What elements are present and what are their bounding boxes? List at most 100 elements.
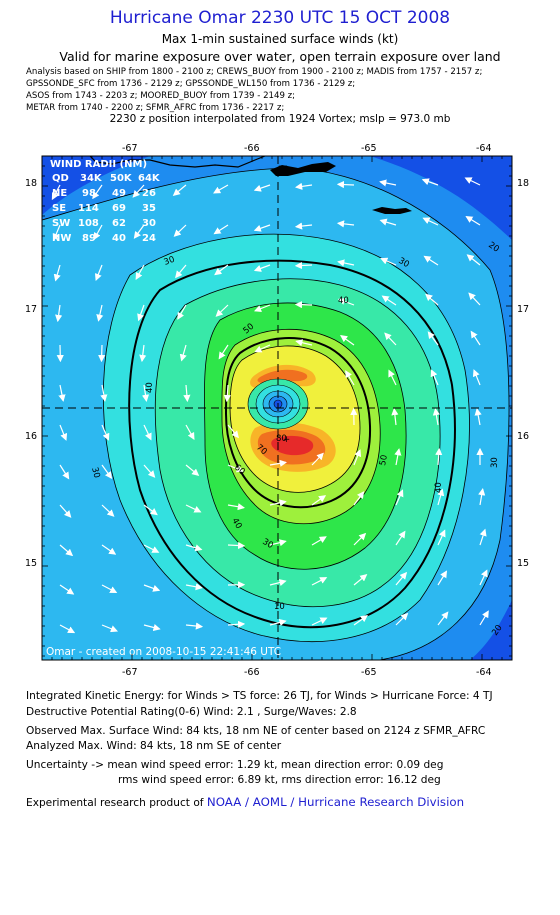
lon-tick-label: -67 bbox=[122, 143, 138, 154]
contour-line-34kt bbox=[128, 259, 456, 629]
wind-vector-arrow bbox=[253, 264, 271, 272]
wind-vector-arrow bbox=[337, 298, 355, 306]
lat-tick-label: 16 bbox=[517, 431, 529, 442]
wind-vector-arrow bbox=[227, 620, 246, 628]
wind-vectors bbox=[51, 177, 489, 634]
wind-vector-arrow bbox=[59, 624, 76, 634]
wind-vector-arrow bbox=[59, 424, 68, 441]
wind-vector-arrow bbox=[185, 583, 203, 591]
wind-radii-cell: 114 bbox=[78, 203, 99, 214]
wind-vector-arrow bbox=[214, 264, 229, 276]
wind-radii-row-se: SE 114 69 35 bbox=[52, 203, 156, 214]
wind-vector-arrow bbox=[311, 452, 324, 466]
lon-ticks-top: -67 -66 -65 -64 bbox=[122, 143, 492, 154]
wind-vector-arrow bbox=[425, 293, 439, 306]
wind-radii-cell: 24 bbox=[142, 233, 156, 244]
lon-tick-label: -64 bbox=[476, 667, 492, 678]
wind-vector-arrow bbox=[395, 612, 409, 626]
contour-label: 10 bbox=[274, 602, 285, 612]
wind-vector-arrow bbox=[464, 177, 481, 186]
wind-vector-arrow bbox=[218, 344, 229, 360]
wind-vector-arrow bbox=[93, 224, 103, 241]
source-line-4: METAR from 1740 - 2200 z; SFMR_AFRC from… bbox=[26, 103, 285, 113]
wind-vector-arrow bbox=[394, 448, 402, 466]
contour-line-50kt bbox=[204, 302, 407, 570]
lon-tick-label: -65 bbox=[361, 143, 377, 154]
wind-vector-arrow bbox=[58, 384, 66, 402]
wind-vector-arrow bbox=[353, 574, 368, 586]
wind-vector-arrow bbox=[143, 624, 161, 631]
source-line-1: Analysis based on SHIP from 1800 - 2100 … bbox=[26, 67, 483, 77]
contour-label: 30 bbox=[89, 466, 101, 479]
contour-line-60kt bbox=[221, 328, 381, 525]
wind-vector-arrow bbox=[59, 464, 70, 480]
lon-tick-label: -65 bbox=[361, 667, 377, 678]
lon-tick-label: -66 bbox=[244, 667, 260, 678]
wind-vector-arrow bbox=[381, 295, 397, 306]
wind-vector-arrow bbox=[311, 577, 328, 586]
lat-tick-label: 17 bbox=[517, 304, 529, 315]
contour-line-30kt bbox=[102, 233, 470, 643]
wind-vector-arrow bbox=[132, 184, 145, 198]
source-line-3: ASOS from 1743 - 2203 z; MOORED_BUOY fro… bbox=[26, 91, 296, 101]
wind-vector-arrow bbox=[53, 264, 61, 282]
wind-vector-arrow bbox=[468, 292, 481, 306]
wind-vector-arrow bbox=[395, 571, 408, 586]
wind-vector-arrow bbox=[340, 335, 355, 346]
lat-tick-label: 15 bbox=[25, 558, 37, 569]
wind-vector-arrow bbox=[101, 624, 119, 633]
wind-vector-arrow bbox=[101, 424, 110, 441]
wind-vector-arrow bbox=[227, 464, 244, 473]
wind-vector-arrow bbox=[143, 544, 160, 553]
wind-vector-arrow bbox=[223, 384, 231, 403]
wind-radii-cell: 108 bbox=[78, 218, 99, 229]
wind-vector-arrow bbox=[59, 584, 75, 595]
ike-line: Integrated Kinetic Energy: for Winds > T… bbox=[26, 690, 493, 702]
observed-max-wind: Observed Max. Surface Wind: 84 kts, 18 n… bbox=[26, 725, 486, 737]
wind-vector-arrow bbox=[479, 610, 489, 626]
hrd-link[interactable]: NOAA / AOML / Hurricane Research Divisio… bbox=[206, 795, 465, 809]
wind-vector-arrow bbox=[227, 541, 246, 550]
product-credit: Experimental research product of NOAA / … bbox=[26, 795, 464, 809]
wind-vector-arrow bbox=[432, 408, 440, 426]
wind-radii-header-cell: 34K bbox=[80, 173, 103, 184]
uncertainty-line-2: rms wind speed error: 6.89 kt, rms direc… bbox=[118, 774, 441, 786]
wind-vector-arrow bbox=[435, 447, 443, 466]
map-title: Hurricane Omar 2230 UTC 15 OCT 2008 bbox=[109, 8, 451, 28]
lon-tick-label: -67 bbox=[122, 667, 138, 678]
wind-vector-arrow bbox=[470, 330, 481, 346]
wind-vector-arrow bbox=[177, 304, 187, 320]
wind-vector-arrow bbox=[143, 424, 152, 441]
wind-vector-arrow bbox=[437, 570, 448, 586]
wind-vector-arrow bbox=[92, 184, 103, 200]
wind-vector-arrow bbox=[353, 532, 367, 546]
wind-vector-arrow bbox=[311, 617, 328, 626]
wind-vector-arrow bbox=[311, 495, 327, 506]
lon-tick-label: -64 bbox=[476, 143, 492, 154]
wind-vector-arrow bbox=[479, 569, 488, 586]
wind-vector-arrow bbox=[215, 304, 229, 317]
wind-vector-arrow bbox=[175, 264, 187, 279]
wind-radii-row-nw: NW 89 40 24 bbox=[52, 233, 156, 244]
map-subtitle: Max 1-min sustained surface winds (kt) bbox=[161, 32, 399, 46]
wind-vector-arrow bbox=[294, 222, 313, 230]
contour-label: 30 bbox=[490, 457, 500, 468]
wind-vector-arrow bbox=[269, 539, 287, 547]
wind-vector-arrow bbox=[353, 491, 365, 506]
wind-radii-table: WIND RADII (NM) QD 34K 50K 64K NE 98 49 … bbox=[50, 159, 161, 244]
contour-label: 40 bbox=[145, 382, 155, 393]
wind-vector-arrow bbox=[437, 488, 445, 506]
storm-center-marker: + bbox=[283, 435, 290, 445]
vortex-note: 2230 z position interpolated from 1924 V… bbox=[109, 113, 451, 125]
wind-vector-arrow bbox=[51, 184, 61, 201]
contour-label: 40 bbox=[434, 482, 444, 493]
wind-vector-arrow bbox=[380, 257, 397, 266]
wind-vector-arrow bbox=[479, 528, 487, 546]
wind-radii-cell: SE bbox=[52, 203, 66, 214]
wind-radii-row-sw: SW 108 62 30 bbox=[52, 218, 156, 229]
wind-vector-arrow bbox=[133, 224, 145, 239]
wind-vector-arrow bbox=[98, 344, 106, 363]
lon-tick-label: -66 bbox=[244, 143, 260, 154]
wind-vector-arrow bbox=[391, 407, 399, 426]
wind-vector-arrow bbox=[185, 544, 203, 552]
